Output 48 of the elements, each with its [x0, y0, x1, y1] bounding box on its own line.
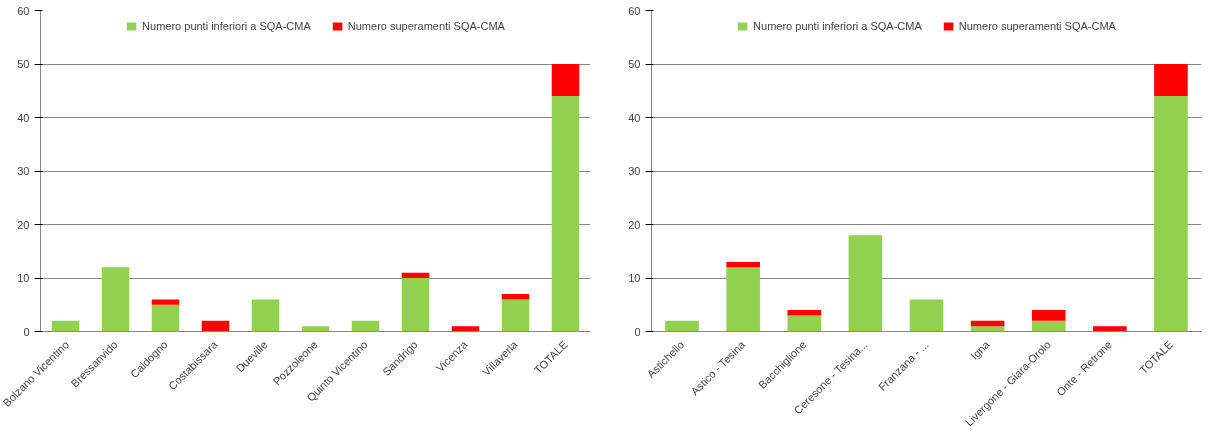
- bar: [151, 299, 180, 305]
- bar: [201, 320, 230, 332]
- bar: [101, 267, 130, 332]
- bar: [551, 64, 580, 97]
- y-tick-label: 20: [17, 218, 30, 231]
- bar: [551, 96, 580, 332]
- bar: [451, 326, 480, 332]
- bar: [909, 299, 944, 332]
- bar: [401, 278, 430, 332]
- bar: [301, 326, 330, 332]
- bar: [251, 299, 280, 332]
- bar: [1154, 96, 1188, 332]
- y-tick-label: 50: [17, 58, 30, 70]
- x-tick-label: Igna: [968, 337, 993, 362]
- y-tick-label: 40: [628, 111, 641, 124]
- bar: [51, 320, 80, 332]
- y-tick-label: 60: [17, 4, 30, 17]
- bar: [848, 235, 883, 332]
- legend-label: Numero punti inferiori a SQA-CMA: [753, 20, 922, 32]
- bar: [1031, 310, 1066, 321]
- bar: [970, 326, 1005, 332]
- bar: [787, 310, 822, 316]
- y-tick-label: 10: [17, 272, 30, 284]
- y-tick-label: 10: [628, 272, 641, 284]
- legend-label: Numero superamenti SQA-CMA: [347, 20, 505, 32]
- bar: [1154, 64, 1188, 97]
- bar: [726, 267, 760, 332]
- y-tick-label: 20: [628, 218, 641, 231]
- bar: [1031, 320, 1066, 332]
- bar: [501, 294, 530, 300]
- bar: [970, 320, 1005, 327]
- bar: [1093, 326, 1127, 332]
- bar: [151, 304, 180, 332]
- bar: [726, 261, 760, 268]
- y-tick-label: 0: [23, 325, 30, 338]
- y-tick-label: 50: [628, 58, 641, 70]
- y-tick-label: 60: [628, 4, 641, 17]
- bar: [501, 299, 530, 332]
- y-tick-label: 30: [628, 165, 641, 177]
- y-tick-label: 30: [17, 165, 30, 177]
- bar: [665, 320, 699, 332]
- y-tick-label: 0: [634, 325, 641, 338]
- y-tick-label: 40: [17, 111, 30, 124]
- legend-label: Numero punti inferiori a SQA-CMA: [142, 20, 311, 32]
- bar: [787, 315, 822, 332]
- bar: [351, 320, 380, 332]
- bar: [401, 272, 430, 278]
- legend-label: Numero superamenti SQA-CMA: [958, 20, 1116, 32]
